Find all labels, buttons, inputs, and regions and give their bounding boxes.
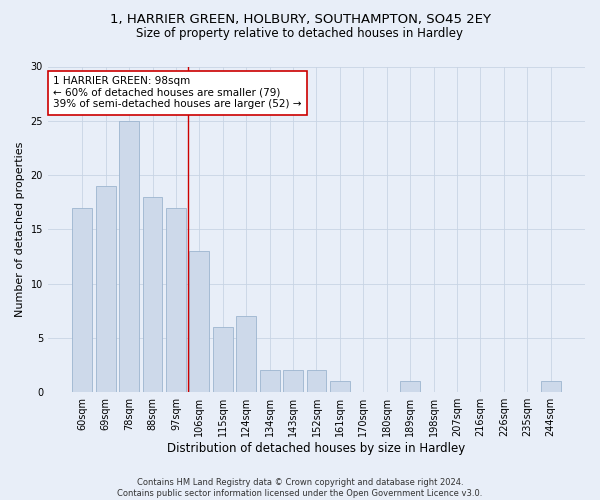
Bar [96, 186, 116, 392]
Text: Size of property relative to detached houses in Hardley: Size of property relative to detached ho… [137, 28, 464, 40]
Bar [143, 197, 163, 392]
Bar [190, 251, 209, 392]
Y-axis label: Number of detached properties: Number of detached properties [15, 142, 25, 317]
Text: 1, HARRIER GREEN, HOLBURY, SOUTHAMPTON, SO45 2EY: 1, HARRIER GREEN, HOLBURY, SOUTHAMPTON, … [110, 12, 491, 26]
X-axis label: Distribution of detached houses by size in Hardley: Distribution of detached houses by size … [167, 442, 466, 455]
Bar [400, 382, 420, 392]
Bar [236, 316, 256, 392]
Bar [307, 370, 326, 392]
Bar [541, 382, 560, 392]
Bar [213, 327, 233, 392]
Text: Contains HM Land Registry data © Crown copyright and database right 2024.
Contai: Contains HM Land Registry data © Crown c… [118, 478, 482, 498]
Text: 1 HARRIER GREEN: 98sqm
← 60% of detached houses are smaller (79)
39% of semi-det: 1 HARRIER GREEN: 98sqm ← 60% of detached… [53, 76, 302, 110]
Bar [260, 370, 280, 392]
Bar [166, 208, 186, 392]
Bar [73, 208, 92, 392]
Bar [283, 370, 303, 392]
Bar [330, 382, 350, 392]
Bar [119, 121, 139, 392]
